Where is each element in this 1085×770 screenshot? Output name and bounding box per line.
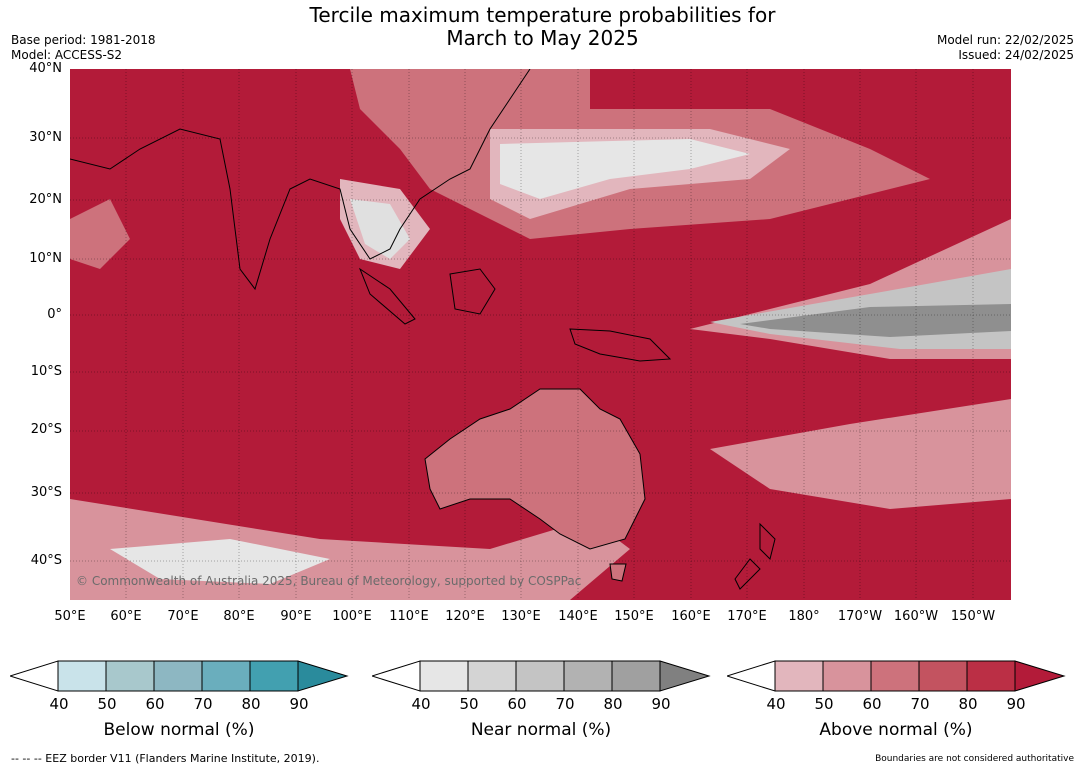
lon-label-100e: 100°E	[332, 609, 372, 624]
lon-label-120e: 120°E	[445, 609, 485, 624]
cb-above-cell-2	[822, 660, 872, 692]
lon-label-150w: 150°W	[950, 609, 996, 624]
cb-near-tick-60: 60	[507, 695, 527, 713]
cb-above-cell-4	[918, 660, 968, 692]
colorbar-below-normal	[10, 660, 349, 692]
graticule	[70, 69, 1011, 600]
cb-below-cell-6	[297, 660, 349, 692]
cb-near-tick-40: 40	[411, 695, 431, 713]
map-title: Tercile maximum temperature probabilitie…	[0, 4, 1085, 50]
title-line-1: Tercile maximum temperature probabilitie…	[309, 3, 776, 27]
borneo	[449, 268, 496, 315]
lat-label-30s: 30°S	[30, 485, 62, 500]
cb-below-tick-60: 60	[145, 695, 165, 713]
lat-label-40s: 40°S	[30, 553, 62, 568]
cb-near-tick-70: 70	[555, 695, 575, 713]
above-zone-south-pacific	[710, 399, 1011, 509]
lon-label-160e: 160°E	[671, 609, 711, 624]
lon-label-180: 180°	[788, 609, 820, 624]
lat-label-20n: 20°N	[29, 192, 62, 207]
lon-label-170w: 170°W	[837, 609, 883, 624]
lat-label-10n: 10°N	[29, 251, 62, 266]
cb-above-tick-80: 80	[958, 695, 978, 713]
meta-right: Model run: 22/02/2025 Issued: 24/02/2025	[937, 33, 1074, 63]
cb-near-cell-5	[611, 660, 661, 692]
cb-above-cell-5	[966, 660, 1016, 692]
lon-label-110e: 110°E	[389, 609, 429, 624]
cb-near-cell-4	[563, 660, 613, 692]
lon-label-140e: 140°E	[558, 609, 598, 624]
cb-above-cell-1	[774, 660, 824, 692]
model-run: Model run: 22/02/2025	[936, 33, 1074, 47]
issued-date: Issued: 24/02/2025	[958, 48, 1074, 62]
cb-below-tick-90: 90	[289, 695, 309, 713]
model-name: Model: ACCESS-S2	[11, 48, 123, 62]
cb-below-tick-50: 50	[97, 695, 117, 713]
cb-near-cell-1	[419, 660, 469, 692]
lat-label-0: 0°	[47, 307, 62, 322]
cb-near-cell-2	[467, 660, 517, 692]
cb-below-tick-80: 80	[241, 695, 261, 713]
meta-left: Base period: 1981-2018 Model: ACCESS-S2	[11, 33, 156, 63]
cb-below-cell-4	[201, 660, 251, 692]
cb-above-cell-6	[1014, 660, 1066, 692]
lon-label-90e: 90°E	[280, 609, 312, 624]
lat-label-30n: 30°N	[29, 130, 62, 145]
lat-label-20s: 20°S	[30, 422, 62, 437]
cb-above-tick-70: 70	[910, 695, 930, 713]
cb-above-tick-60: 60	[862, 695, 882, 713]
cb-near-tick-80: 80	[603, 695, 623, 713]
cb-below-tick-70: 70	[193, 695, 213, 713]
cb-above-tick-40: 40	[766, 695, 786, 713]
cb-below-cell-3	[153, 660, 203, 692]
australia-landmass	[424, 388, 646, 550]
cb-below-tick-40: 40	[49, 695, 69, 713]
above-zone-west	[70, 199, 130, 269]
lon-label-70e: 70°E	[167, 609, 199, 624]
cb-below-cell-0	[10, 660, 59, 692]
cb-near-cell-3	[515, 660, 565, 692]
cb-below-cell-5	[249, 660, 299, 692]
near-normal-zone-pacific-north	[500, 139, 750, 199]
cb-below-cell-2	[105, 660, 155, 692]
lon-label-80e: 80°E	[223, 609, 255, 624]
near-zone-indochina	[350, 199, 410, 259]
cb-above-tick-90: 90	[1006, 695, 1026, 713]
colorbar-near-normal	[372, 660, 711, 692]
sumatra	[358, 267, 416, 325]
cb-near-tick-50: 50	[459, 695, 479, 713]
title-line-2: March to May 2025	[446, 26, 639, 50]
asia-coastline	[70, 69, 531, 291]
cb-above-cell-0	[727, 660, 776, 692]
near-70-zone-east-pacific	[740, 304, 1011, 337]
base-period: Base period: 1981-2018	[11, 33, 156, 47]
cb-above-label: Above normal (%)	[819, 720, 973, 740]
lon-label-60e: 60°E	[110, 609, 142, 624]
cb-above-tick-50: 50	[814, 695, 834, 713]
lon-label-150e: 150°E	[614, 609, 654, 624]
cb-near-label: Near normal (%)	[470, 720, 612, 740]
near-zone-southern-ocean	[110, 539, 330, 584]
boundaries-disclaimer: Boundaries are not considered authoritat…	[875, 754, 1074, 764]
colorbar-above-normal	[727, 660, 1066, 692]
lon-label-50e: 50°E	[54, 609, 86, 624]
lon-label-160w: 160°W	[893, 609, 939, 624]
cb-near-cell-0	[372, 660, 421, 692]
lon-label-170e: 170°E	[727, 609, 767, 624]
map-credit: © Commonwealth of Australia 2025, Bureau…	[76, 574, 582, 588]
probability-map	[70, 69, 1011, 600]
lon-label-130e: 130°E	[501, 609, 541, 624]
cb-below-cell-1	[57, 660, 107, 692]
cb-below-label: Below normal (%)	[103, 720, 255, 740]
cb-near-cell-6	[659, 660, 711, 692]
lat-label-10s: 10°S	[30, 364, 62, 379]
lat-label-40n: 40°N	[29, 61, 62, 76]
new-zealand	[734, 522, 776, 590]
cb-above-cell-3	[870, 660, 920, 692]
cb-near-tick-90: 90	[651, 695, 671, 713]
tasmania	[609, 563, 627, 582]
eez-border-note: -- -- -- EEZ border V11 (Flanders Marine…	[11, 752, 320, 765]
new-guinea	[569, 328, 672, 362]
